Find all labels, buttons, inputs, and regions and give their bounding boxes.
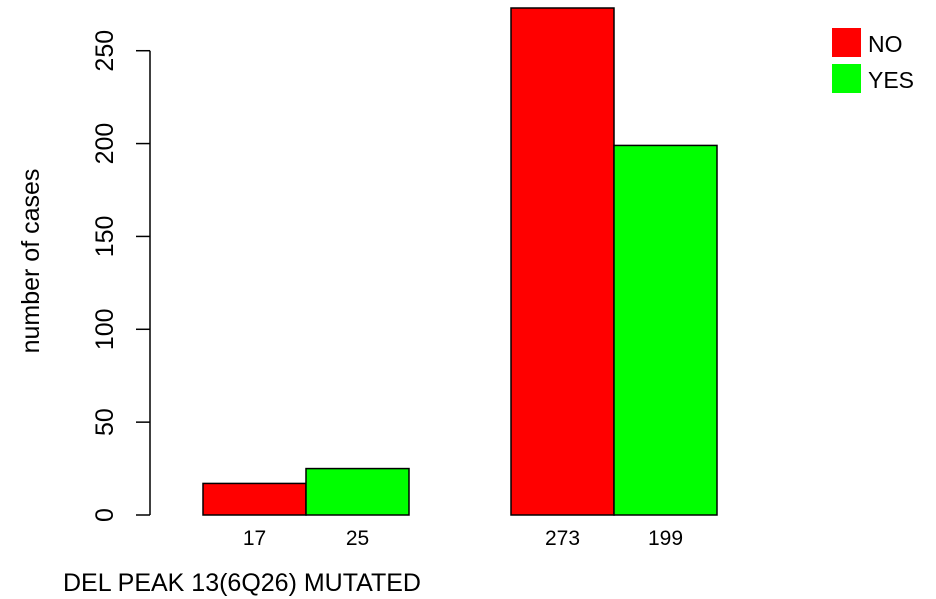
bar-no-group-1 [202,482,307,516]
y-axis-title: number of cases [17,169,45,354]
legend: NO YES [832,28,914,93]
legend-label-yes: YES [868,67,914,93]
bar-yes-group-2 [613,144,718,516]
y-tick-label: 50 [91,408,119,436]
bar-yes-group-1 [305,467,410,516]
x-axis-title: DEL PEAK 13(6Q26) MUTATED [63,569,421,597]
y-tick-label: 150 [91,216,119,258]
legend-swatch-no [832,28,861,57]
y-tick-label: 0 [91,508,119,522]
bar-value-label: 199 [648,527,683,550]
bar-value-label: 17 [243,527,266,550]
bar-value-label: 25 [346,527,369,550]
bar-no-group-2 [510,7,615,516]
legend-label-no: NO [868,31,903,57]
y-tick-label: 250 [91,30,119,72]
bar-value-label: 273 [545,527,580,550]
legend-swatch-yes [832,64,861,93]
bar-value-labels: 17 273 25 199 [243,527,683,550]
y-tick-label: 200 [91,123,119,165]
y-tick-label: 100 [91,308,119,350]
y-axis: 0 50 100 150 200 250 [91,30,151,522]
bars-layer [202,7,718,516]
